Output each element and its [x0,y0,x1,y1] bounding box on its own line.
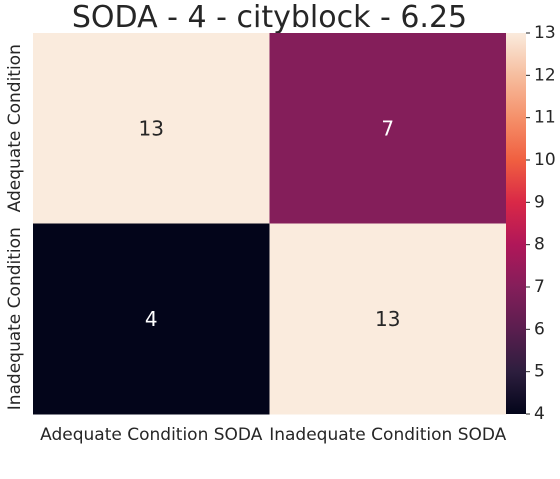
heatmap-cell [33,33,270,224]
colorbar-tick-label: 10 [534,150,556,170]
colorbar-tick-label: 11 [534,108,556,128]
cell-value-label: 13 [139,116,164,140]
cell-value-label: 4 [145,307,158,331]
x-tick-label: Adequate Condition SODA [40,425,263,445]
colorbar-tick-label: 9 [534,192,545,212]
colorbar-tick-label: 6 [534,319,545,339]
x-tick-labels: Adequate Condition SODA Inadequate Condit… [40,425,507,445]
y-tick-label: Inadequate Condition [5,227,25,410]
cell-value-label: 13 [375,307,400,331]
chart-title: SODA - 4 - cityblock - 6.25 [71,0,468,35]
colorbar [506,33,526,414]
cell-value-label: 7 [381,116,394,140]
heatmap-cell [269,223,507,415]
heatmap-cell [269,33,507,224]
heatmap-cells: 13 7 4 13 [33,33,507,415]
x-tick-label: Inadequate Condition SODA [269,425,506,445]
y-tick-label: Adequate Condition [5,44,25,212]
y-tick-labels: Adequate Condition Inadequate Condition [5,44,25,410]
colorbar-tick-label: 7 [534,277,545,297]
colorbar-tick-label: 4 [534,404,545,424]
colorbar-ticks: 4 5 6 7 8 9 10 11 12 13 [526,23,556,424]
colorbar-tick-label: 5 [534,362,545,382]
colorbar-tick-label: 12 [534,65,556,85]
colorbar-tick-label: 8 [534,235,545,255]
heatmap-cell [33,223,270,415]
colorbar-tick-label: 13 [534,23,556,43]
